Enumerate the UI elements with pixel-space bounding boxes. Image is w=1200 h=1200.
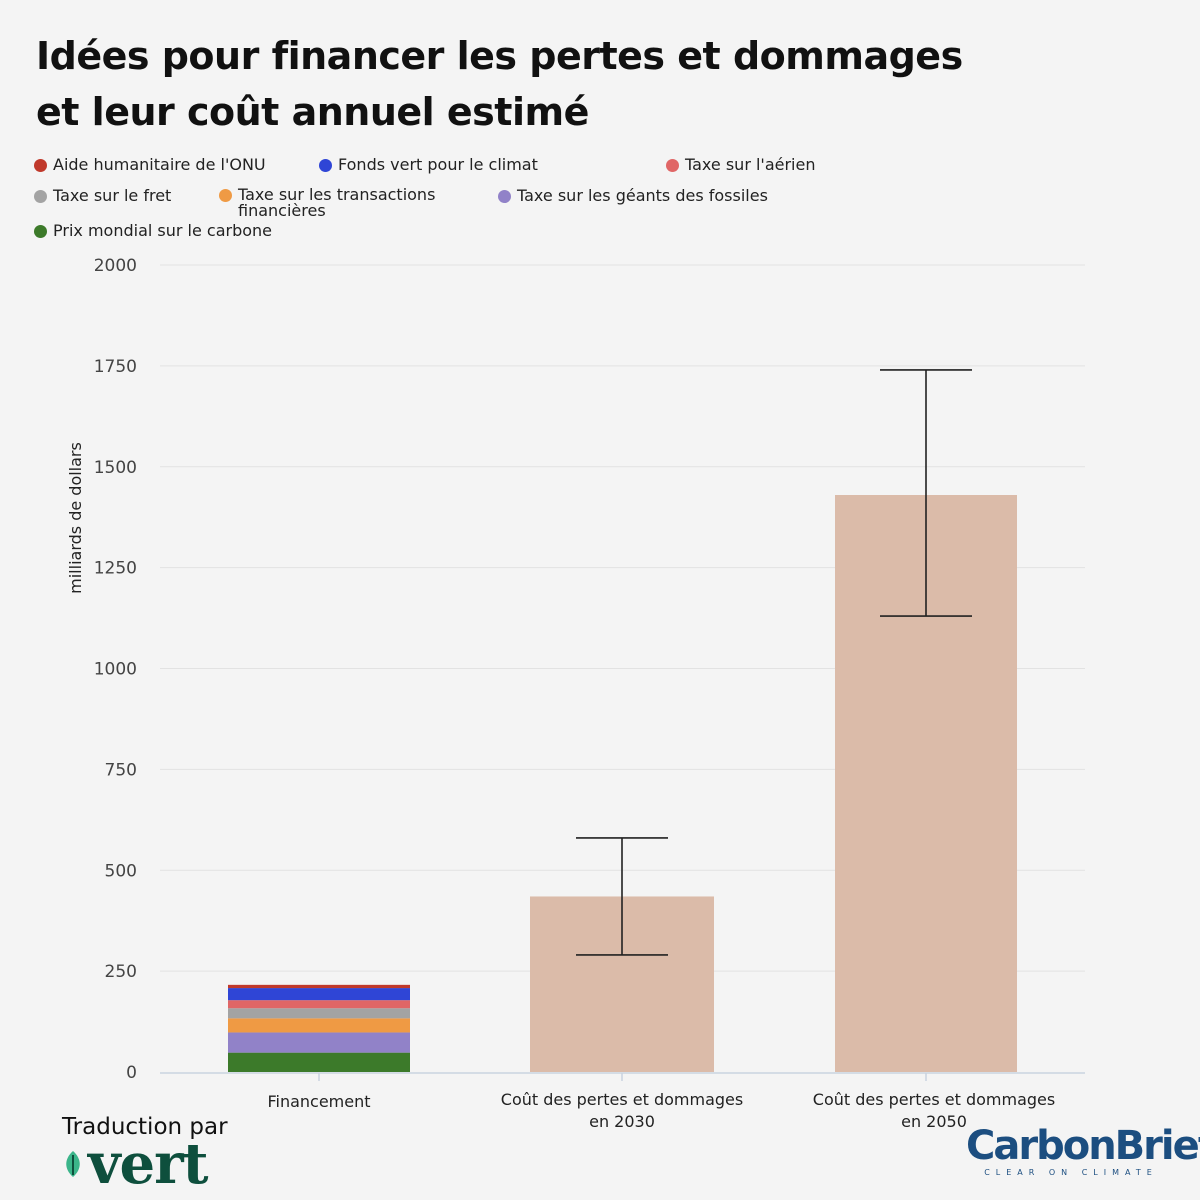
title-line-2: et leur coût annuel estimé (36, 90, 589, 134)
legend-dot (34, 190, 47, 203)
y-tick-label: 1750 (94, 357, 137, 377)
legend-label: Taxe sur les géants des fossiles (517, 186, 768, 205)
legend-label: Fonds vert pour le climat (338, 155, 538, 174)
legend-label: Taxe sur le fret (53, 186, 172, 205)
legend-dot (498, 190, 511, 203)
y-tick-label: 0 (126, 1063, 137, 1083)
y-tick-label: 1250 (94, 559, 137, 579)
legend-label: Prix mondial sur le carbone (53, 221, 273, 240)
funding-segment (228, 984, 410, 989)
carbonbrief-logo: CarbonBrief CLEAR ON CLIMATE (966, 1122, 1200, 1177)
y-tick-label: 750 (105, 760, 137, 780)
legend-item-taxe-fret[interactable]: Taxe sur le fret (34, 188, 283, 204)
legend-label: Taxe sur l'aérien (685, 155, 816, 174)
funding-segment (228, 1000, 410, 1009)
funding-segment (228, 988, 410, 1001)
y-tick-label: 1500 (94, 458, 137, 478)
vert-wordmark: vert (88, 1131, 209, 1197)
legend-item-prix-carbone[interactable]: Prix mondial sur le carbone (34, 223, 283, 239)
x-tick-label: Coût des pertes et dommages (501, 1090, 743, 1109)
x-tick-label: Financement (267, 1092, 370, 1111)
y-tick-label: 250 (105, 962, 137, 982)
vert-logo: vert (62, 1131, 209, 1197)
legend-dot (319, 159, 332, 172)
legend-item-taxe-fossiles[interactable]: Taxe sur les géants des fossiles (498, 188, 817, 204)
legend-dot (666, 159, 679, 172)
funding-segment (228, 1032, 410, 1053)
funding-segment (228, 1018, 410, 1033)
x-tick-label: en 2030 (589, 1112, 655, 1131)
x-tick-label: Coût des pertes et dommages (813, 1090, 1055, 1109)
legend-dot (219, 189, 232, 202)
carbonbrief-tagline: CLEAR ON CLIMATE (984, 1168, 1158, 1177)
legend-label: Aide humanitaire de l'ONU (53, 155, 266, 174)
legend-item-taxe-transactions[interactable]: Taxe sur les transactions financières (219, 187, 474, 219)
y-tick-label: 1000 (94, 660, 137, 680)
legend-dot (34, 159, 47, 172)
legend-dot (34, 225, 47, 238)
x-tick-label: en 2050 (901, 1112, 967, 1131)
carbonbrief-wordmark: CarbonBrief (966, 1123, 1200, 1169)
y-tick-label: 500 (105, 861, 137, 881)
leaf-icon (66, 1151, 80, 1177)
legend-item-fonds-vert[interactable]: Fonds vert pour le climat (319, 157, 568, 173)
title-line-1: Idées pour financer les pertes et dommag… (36, 34, 963, 78)
legend-label: Taxe sur les transactions financières (238, 185, 436, 220)
funding-segment (228, 1008, 410, 1019)
funding-segment (228, 1052, 410, 1072)
translation-credit: Traduction par (62, 1114, 228, 1140)
chart-title: Idées pour financer les pertes et dommag… (36, 28, 1136, 140)
y-axis-label: milliards de dollars (66, 442, 85, 594)
legend-item-aide-onu[interactable]: Aide humanitaire de l'ONU (34, 157, 283, 173)
y-tick-label: 2000 (94, 256, 137, 276)
legend-item-taxe-aerien[interactable]: Taxe sur l'aérien (666, 157, 915, 173)
